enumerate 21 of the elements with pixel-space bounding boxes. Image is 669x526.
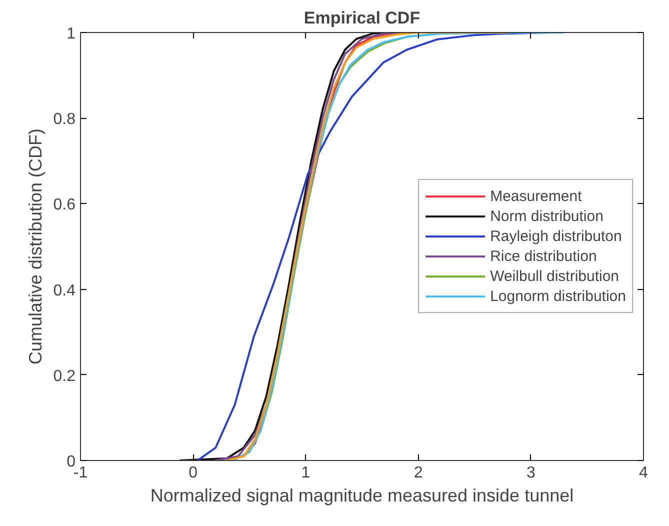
y-tick-label: 0.6 <box>53 196 76 214</box>
x-tick-label: 1 <box>301 464 310 482</box>
y-tick-label: 1 <box>66 26 76 42</box>
x-tick-label: -1 <box>73 464 88 482</box>
y-tick-label: 0 <box>66 454 76 470</box>
chart-title: Empirical CDF <box>304 8 420 28</box>
legend-label: Rice distribution <box>490 247 597 265</box>
x-axis-title: Normalized signal magnitude measured inside tunnel <box>150 486 574 506</box>
y-tick-label: 0.2 <box>53 368 76 385</box>
legend-label: Norm distribution <box>490 207 604 225</box>
y-axis-title: Cumulative distribution (CDF) <box>25 128 46 365</box>
legend-label: Measurement <box>490 187 582 205</box>
legend-label: Rayleigh distributon <box>490 227 622 245</box>
y-tick-label: 0.4 <box>53 282 76 300</box>
x-tick-label: 4 <box>639 464 648 482</box>
x-tick-label: 0 <box>188 464 198 482</box>
legend-label: Weilbull distribution <box>490 267 620 285</box>
legend-label: Lognorm distribution <box>490 287 626 305</box>
x-tick-label: 2 <box>414 464 423 482</box>
y-tick-label: 0.8 <box>53 111 76 128</box>
x-tick-label: 3 <box>526 464 536 482</box>
